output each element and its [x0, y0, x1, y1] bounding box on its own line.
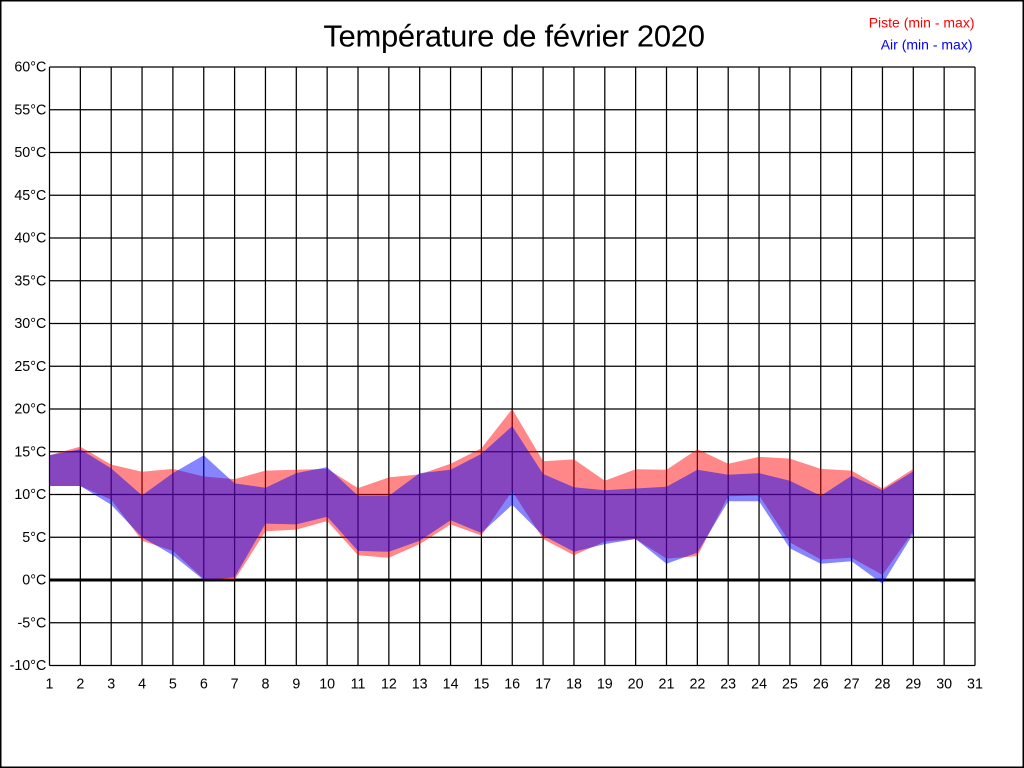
svg-text:Température de février 2020: Température de février 2020 — [323, 19, 704, 54]
svg-text:28: 28 — [875, 676, 891, 692]
svg-text:-10°C: -10°C — [10, 658, 47, 674]
svg-text:11: 11 — [351, 676, 366, 692]
svg-text:29: 29 — [905, 676, 921, 692]
svg-text:2: 2 — [76, 676, 84, 692]
svg-text:31: 31 — [967, 676, 983, 692]
svg-text:13: 13 — [412, 676, 428, 692]
svg-text:35°C: 35°C — [14, 273, 46, 289]
svg-text:45°C: 45°C — [14, 188, 46, 204]
svg-text:9: 9 — [292, 676, 300, 692]
svg-text:10°C: 10°C — [14, 487, 46, 503]
svg-text:Piste (min - max): Piste (min - max) — [869, 14, 975, 30]
svg-text:17: 17 — [535, 676, 551, 692]
svg-text:25°C: 25°C — [14, 359, 46, 375]
svg-text:26: 26 — [813, 676, 829, 692]
svg-text:30°C: 30°C — [14, 316, 46, 332]
svg-text:10: 10 — [319, 676, 335, 692]
svg-text:7: 7 — [231, 676, 239, 692]
svg-text:5°C: 5°C — [22, 530, 46, 546]
svg-text:-5°C: -5°C — [18, 616, 47, 632]
svg-text:50°C: 50°C — [14, 145, 46, 161]
svg-text:1: 1 — [46, 676, 54, 692]
svg-text:27: 27 — [844, 676, 860, 692]
svg-text:55°C: 55°C — [14, 103, 46, 119]
svg-text:21: 21 — [659, 676, 675, 692]
svg-text:23: 23 — [720, 676, 736, 692]
svg-text:18: 18 — [566, 676, 582, 692]
svg-text:4: 4 — [138, 676, 146, 692]
svg-text:0°C: 0°C — [22, 573, 46, 589]
svg-text:6: 6 — [200, 676, 208, 692]
svg-text:8: 8 — [262, 676, 270, 692]
svg-text:60°C: 60°C — [14, 60, 46, 76]
svg-text:15°C: 15°C — [14, 444, 46, 460]
svg-text:Air (min - max): Air (min - max) — [881, 36, 973, 52]
svg-text:3: 3 — [107, 676, 115, 692]
svg-text:5: 5 — [169, 676, 177, 692]
svg-text:20°C: 20°C — [14, 402, 46, 418]
svg-text:25: 25 — [782, 676, 798, 692]
svg-text:24: 24 — [751, 676, 767, 692]
svg-text:14: 14 — [443, 676, 459, 692]
svg-text:16: 16 — [504, 676, 520, 692]
svg-text:30: 30 — [936, 676, 952, 692]
svg-text:22: 22 — [689, 676, 705, 692]
svg-text:15: 15 — [473, 676, 489, 692]
svg-text:12: 12 — [381, 676, 397, 692]
svg-text:40°C: 40°C — [14, 231, 46, 247]
svg-text:19: 19 — [597, 676, 613, 692]
svg-text:20: 20 — [628, 676, 644, 692]
